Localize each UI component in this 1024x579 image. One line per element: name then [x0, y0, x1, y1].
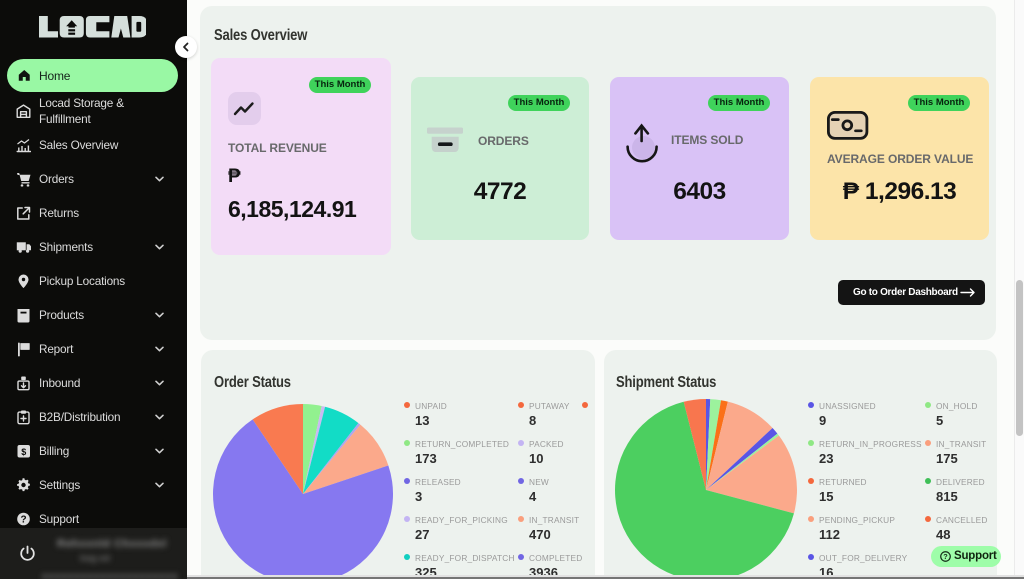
svg-text:?: ? [20, 515, 26, 526]
svg-text:$: $ [21, 447, 26, 457]
svg-text:?: ? [943, 552, 948, 561]
